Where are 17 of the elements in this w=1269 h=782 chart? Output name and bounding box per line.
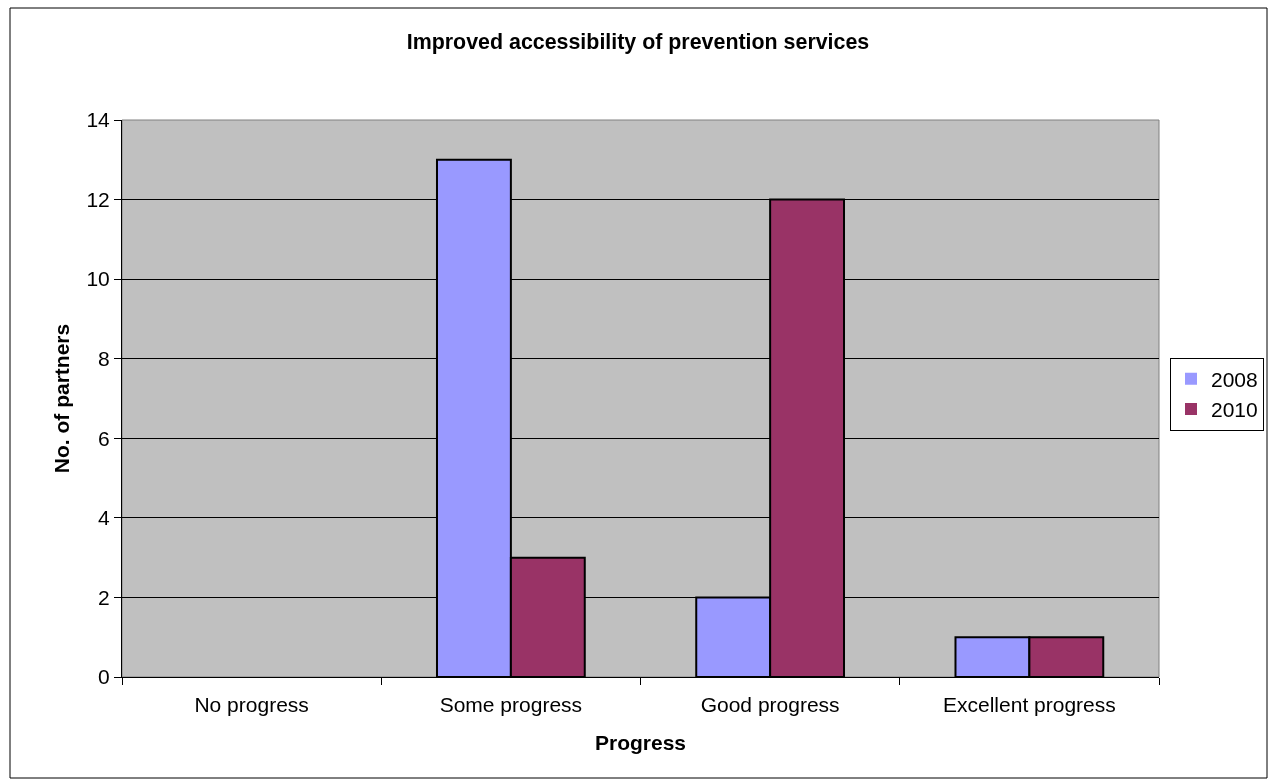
x-tick-label: Some progress xyxy=(439,693,583,717)
x-tick-label: Excellent progress xyxy=(943,693,1116,717)
y-tick-label: 14 xyxy=(86,108,111,132)
y-tick-label: 4 xyxy=(98,506,111,530)
y-tick-label: 8 xyxy=(98,347,110,371)
y-tick-label: 10 xyxy=(86,267,110,291)
x-tick-label: No progress xyxy=(194,693,309,717)
legend-label: 2008 xyxy=(1211,367,1258,391)
chart-title: Improved accessibility of prevention services xyxy=(406,30,870,55)
y-tick-label: 12 xyxy=(86,187,110,211)
y-axis-title: No. of partners xyxy=(49,323,73,474)
y-tick-label: 0 xyxy=(98,665,110,689)
legend-label: 2010 xyxy=(1211,398,1258,422)
x-axis-title: Progress xyxy=(594,731,687,755)
y-tick-label: 2 xyxy=(98,585,110,609)
y-tick-label: 6 xyxy=(98,426,110,450)
x-tick-label: Good progress xyxy=(700,693,840,717)
